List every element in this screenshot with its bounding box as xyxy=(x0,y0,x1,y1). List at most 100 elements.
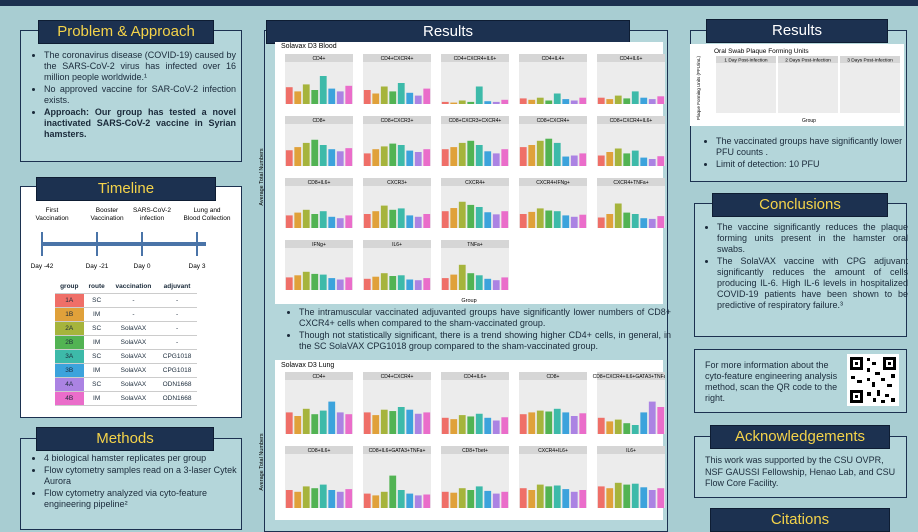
timeline: First Vaccination Day -42 Booster Vaccinatio… xyxy=(31,207,231,270)
table-header: group route vaccination adjuvant xyxy=(55,280,197,294)
bar xyxy=(328,401,336,434)
event-day: Day 3 xyxy=(189,263,206,270)
bar xyxy=(606,152,614,166)
bar xyxy=(345,414,353,434)
bar xyxy=(450,492,458,508)
bar xyxy=(311,414,319,434)
panel-title: CD8+IL6+ xyxy=(308,448,331,454)
table-cell: SolaVAX xyxy=(109,363,158,378)
bar xyxy=(528,145,536,166)
bar xyxy=(484,278,492,290)
bar xyxy=(319,484,327,508)
bar xyxy=(545,411,553,434)
bar xyxy=(492,420,500,434)
bar xyxy=(570,100,578,104)
bar xyxy=(311,488,319,508)
bar xyxy=(467,416,475,434)
bar xyxy=(458,142,466,166)
bar xyxy=(397,83,405,104)
table-cell: SC xyxy=(83,349,110,364)
poster: Problem & Approach The coronavirus disea… xyxy=(0,0,918,517)
bar xyxy=(640,412,648,434)
panel-title: CXCR4+IL6+ xyxy=(538,448,568,454)
heading: Results xyxy=(266,20,630,44)
table-cell: SC xyxy=(83,377,110,392)
table-cell: - xyxy=(109,293,158,308)
bar xyxy=(311,139,319,166)
bullet: Approach: Our group has tested a novel i… xyxy=(44,107,236,140)
bar xyxy=(501,417,509,434)
bar xyxy=(475,486,483,508)
bullet: Flow cytometry samples read on a 3-laser… xyxy=(44,465,239,487)
bar xyxy=(640,218,648,228)
bar xyxy=(657,156,665,166)
bar xyxy=(414,95,422,104)
bar xyxy=(285,150,293,166)
bar xyxy=(648,218,656,228)
bar xyxy=(406,150,414,166)
bullet: The intramuscular vaccinated adjuvanted … xyxy=(299,307,671,329)
bar xyxy=(614,95,622,104)
bar xyxy=(406,409,414,434)
bar xyxy=(441,211,449,228)
bar xyxy=(328,490,336,508)
bar xyxy=(372,415,380,434)
plot-bg xyxy=(441,62,509,104)
bar xyxy=(545,210,553,228)
table-cell: 3A xyxy=(55,349,84,364)
bullet: Flow cytometry analyzed via cyto-feature… xyxy=(44,488,239,510)
bar xyxy=(614,148,622,166)
bullet: The vaccine significantly reduces the pl… xyxy=(717,222,908,255)
panel-strip xyxy=(441,178,509,186)
panel-strip xyxy=(363,54,431,62)
bar xyxy=(372,276,380,290)
bar xyxy=(311,273,319,290)
header-cell: group xyxy=(55,280,84,294)
bar xyxy=(450,274,458,290)
bar xyxy=(302,84,310,104)
bar xyxy=(285,277,293,290)
bar xyxy=(389,475,397,508)
bar xyxy=(570,216,578,228)
bar xyxy=(380,409,388,434)
table-cell: ODN1668 xyxy=(157,391,197,406)
panel-strip xyxy=(441,446,509,454)
problem-box xyxy=(20,30,242,162)
table-cell: 4A xyxy=(55,377,84,392)
bar xyxy=(553,485,561,508)
panel-title: CD8+Tbet+ xyxy=(462,448,488,454)
table-cell: SC xyxy=(83,321,110,336)
panel-strip xyxy=(363,240,431,248)
bar xyxy=(631,214,639,228)
bar xyxy=(302,486,310,508)
bar xyxy=(389,91,397,104)
bullet: Though not statistically significant, th… xyxy=(299,330,671,352)
bar xyxy=(336,412,344,434)
panel-strip xyxy=(840,56,900,63)
panel-strip xyxy=(285,240,353,248)
bar xyxy=(467,490,475,508)
bar xyxy=(484,490,492,508)
bar xyxy=(294,147,302,166)
bar xyxy=(397,275,405,290)
bar xyxy=(475,207,483,228)
bar xyxy=(545,138,553,166)
bar xyxy=(484,151,492,166)
panel-title: CD4+CXCR4+IL6+ xyxy=(454,56,497,62)
bar xyxy=(545,486,553,508)
bar xyxy=(423,214,431,228)
bar xyxy=(311,90,319,104)
table-cell: ODN1668 xyxy=(157,377,197,392)
bullet: The vaccinated groups have significantly… xyxy=(716,136,911,158)
bar xyxy=(328,149,336,166)
panel-strip xyxy=(519,116,587,124)
bar xyxy=(441,491,449,508)
panel-strip xyxy=(285,372,353,380)
bar xyxy=(519,414,527,434)
event-day: Day -42 xyxy=(31,263,54,270)
bar xyxy=(458,100,466,104)
bar xyxy=(614,419,622,434)
panel-title: IL6+ xyxy=(626,448,636,454)
bar xyxy=(657,407,665,434)
bar xyxy=(631,91,639,104)
